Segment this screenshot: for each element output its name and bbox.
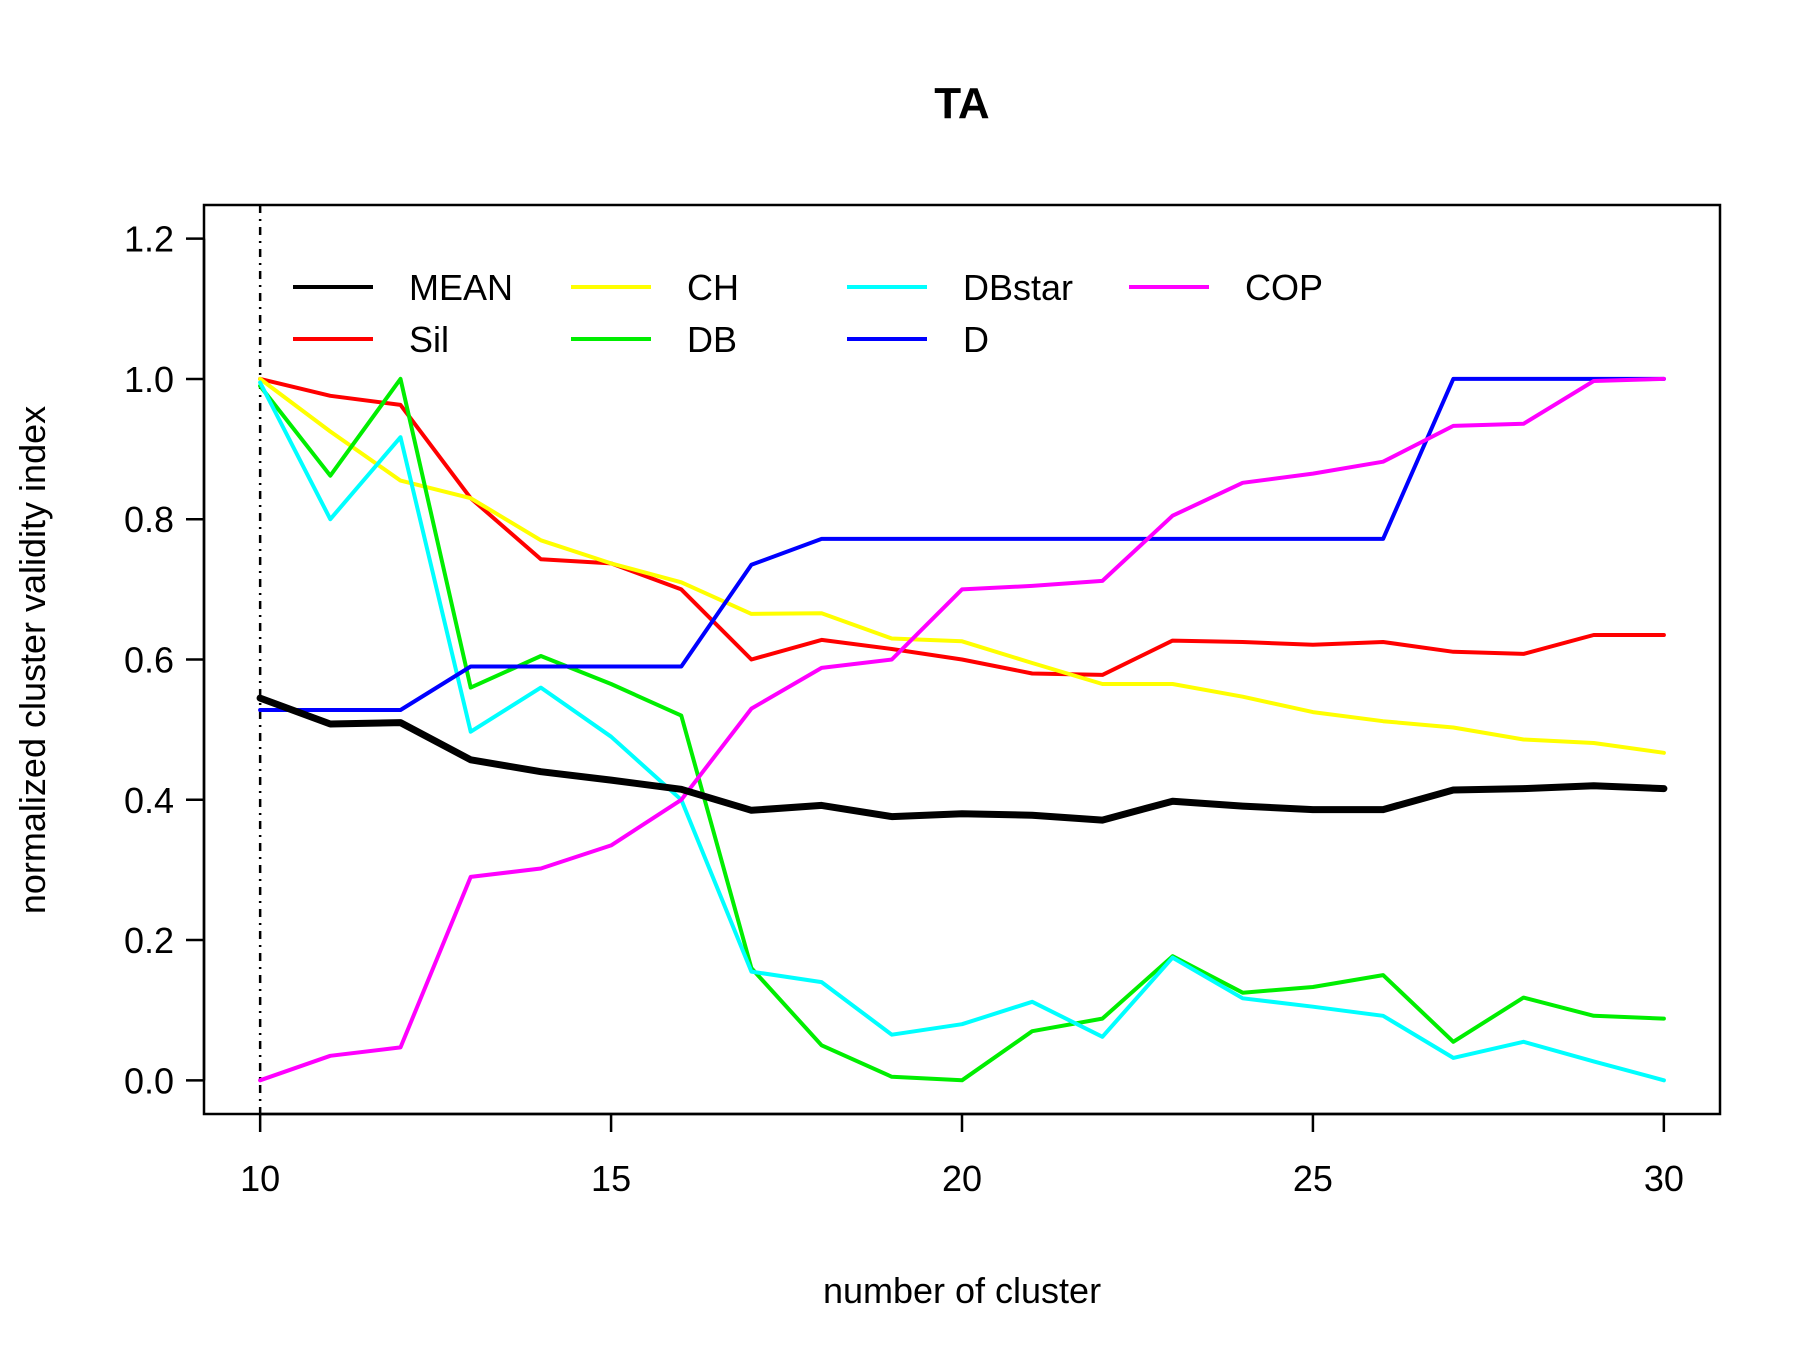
x-tick-label: 20 <box>942 1158 982 1199</box>
series-line-dbstar <box>258 380 1666 1083</box>
legend-label-sil: Sil <box>409 319 449 360</box>
series-line-db <box>258 376 1666 1083</box>
series-line-ch <box>258 376 1666 755</box>
y-tick-label: 0.6 <box>124 640 174 681</box>
y-tick-label: 1.2 <box>124 219 174 260</box>
legend-label-db: DB <box>687 319 737 360</box>
series-line-sil <box>258 376 1666 677</box>
y-tick-label: 1.0 <box>124 359 174 400</box>
x-axis-label: number of cluster <box>823 1270 1101 1311</box>
legend-label-d: D <box>963 319 989 360</box>
series-lines <box>256 376 1668 1083</box>
y-tick-label: 0.4 <box>124 780 174 821</box>
x-tick-label: 15 <box>591 1158 631 1199</box>
series-line-mean <box>256 694 1668 824</box>
x-tick-label: 25 <box>1293 1158 1333 1199</box>
series-line-cop <box>258 376 1666 1083</box>
y-tick-label: 0.0 <box>124 1060 174 1101</box>
chart-title: TA <box>934 79 989 128</box>
x-tick-label: 30 <box>1644 1158 1684 1199</box>
legend-label-mean: MEAN <box>409 267 513 308</box>
axes: 10 15 20 25 30 0.0 0.2 0.4 0.6 0.8 1.0 1.2 <box>124 219 1684 1199</box>
y-axis-label: normalized cluster validity index <box>12 406 53 914</box>
legend-label-dbstar: DBstar <box>963 267 1073 308</box>
legend: MEAN Sil CH DB DBstar D COP <box>293 267 1323 360</box>
legend-label-ch: CH <box>687 267 739 308</box>
legend-label-cop: COP <box>1245 267 1323 308</box>
y-tick-label: 0.2 <box>124 920 174 961</box>
x-tick-label: 10 <box>240 1158 280 1199</box>
y-tick-label: 0.8 <box>124 499 174 540</box>
series-line-d <box>258 376 1666 712</box>
